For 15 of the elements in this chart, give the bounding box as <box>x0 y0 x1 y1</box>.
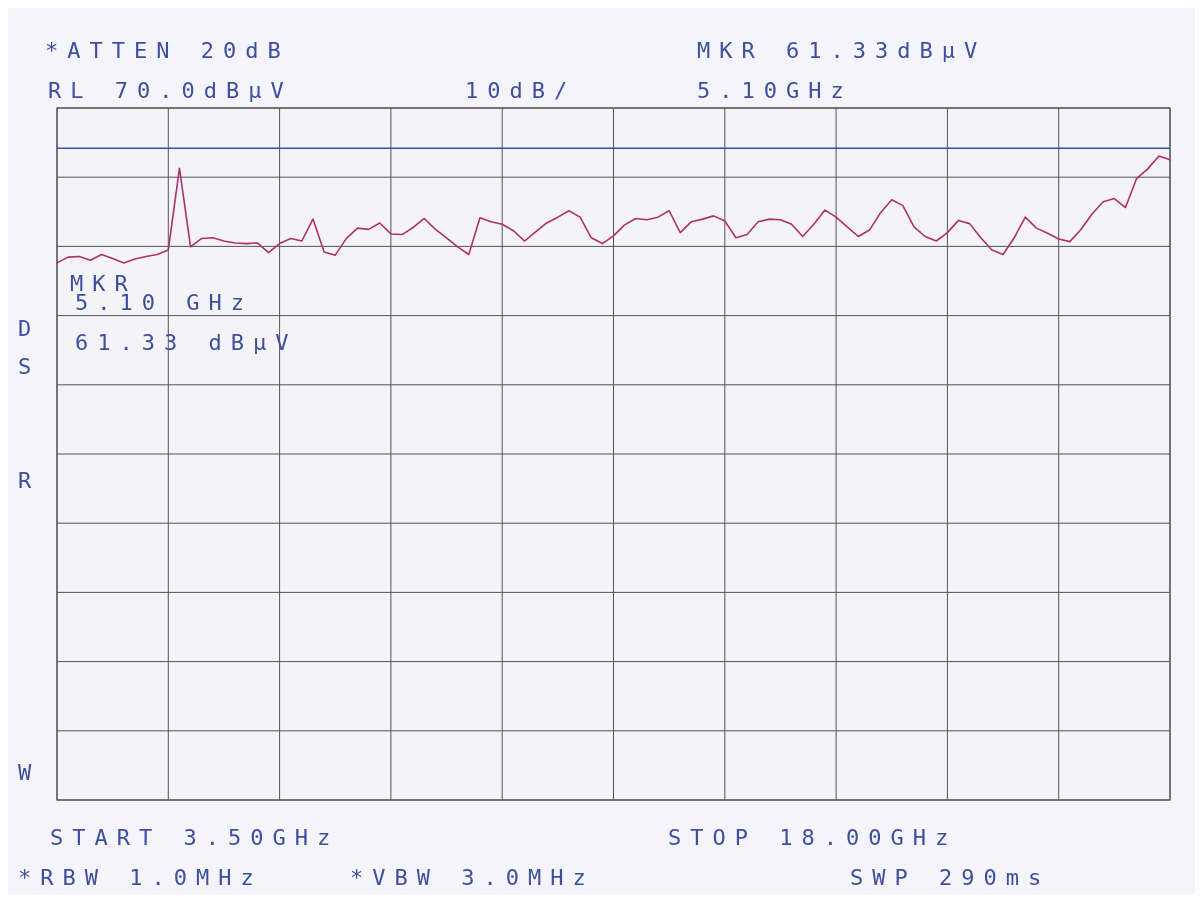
text: W <box>18 760 41 785</box>
text: *VBW 3.0MHz <box>350 865 595 890</box>
text: R <box>18 468 41 493</box>
text: START 3.50GHz <box>50 825 340 850</box>
text: SWP 290ms <box>850 865 1051 890</box>
text: D <box>18 316 41 341</box>
text: STOP 18.00GHz <box>668 825 958 850</box>
annotation: 5.10 GHz <box>75 290 253 315</box>
text: MKR 61.33dBµV <box>697 38 987 63</box>
text: 5.10GHz <box>697 78 853 103</box>
text: *ATTEN 20dB <box>45 38 290 63</box>
text: S <box>18 354 41 379</box>
text: RL 70.0dBµV <box>48 78 293 103</box>
text: 10dB/ <box>465 78 577 103</box>
text: *RBW 1.0MHz <box>18 865 263 890</box>
